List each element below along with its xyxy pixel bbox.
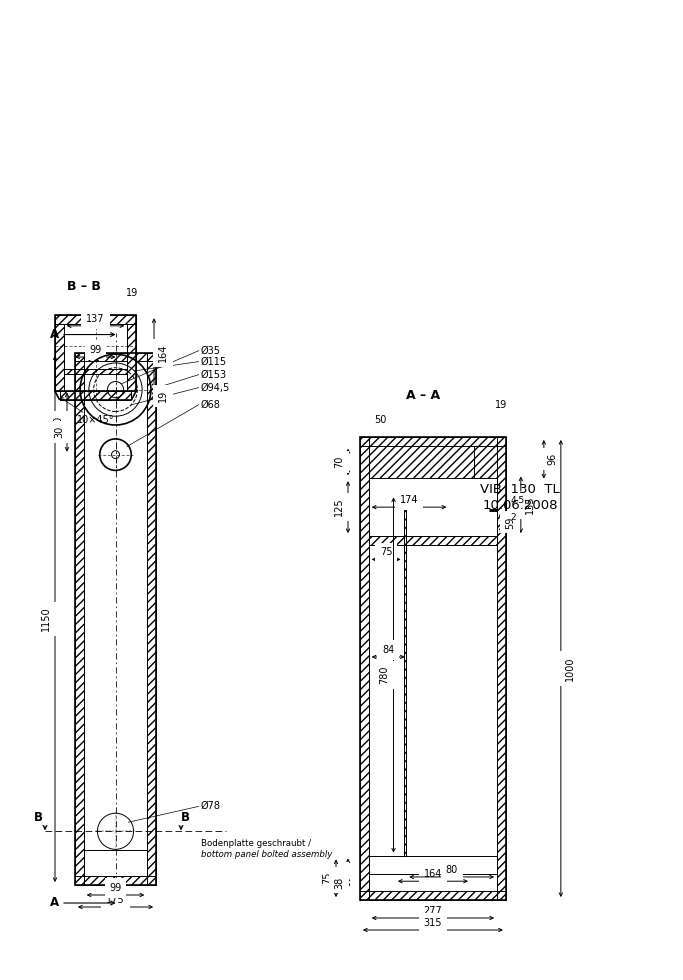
Text: 137: 137 xyxy=(86,314,104,323)
Bar xyxy=(360,437,369,900)
Bar xyxy=(497,437,506,900)
Text: 174: 174 xyxy=(400,495,418,505)
Text: 80: 80 xyxy=(445,865,458,875)
Text: Ø78: Ø78 xyxy=(201,802,221,811)
Text: Bodenplatte geschraubt /: Bodenplatte geschraubt / xyxy=(201,839,311,848)
Text: 30: 30 xyxy=(54,426,64,438)
Text: 125: 125 xyxy=(334,498,344,516)
Text: A: A xyxy=(50,328,59,341)
Text: VIB  130  TL: VIB 130 TL xyxy=(480,483,560,497)
Text: 277: 277 xyxy=(423,906,443,916)
Bar xyxy=(75,353,84,885)
Text: 70: 70 xyxy=(334,456,344,468)
Text: 2: 2 xyxy=(511,513,516,521)
Text: 75: 75 xyxy=(380,548,393,558)
Text: 175: 175 xyxy=(106,895,125,905)
Bar xyxy=(404,495,406,856)
Bar xyxy=(55,316,136,324)
Bar xyxy=(59,391,131,400)
Text: 99: 99 xyxy=(109,883,122,893)
Text: 19: 19 xyxy=(158,389,168,402)
Text: 135: 135 xyxy=(525,496,535,514)
Bar xyxy=(369,446,474,478)
Text: 75: 75 xyxy=(322,872,332,885)
Text: 77: 77 xyxy=(334,867,344,880)
Text: Ø153: Ø153 xyxy=(201,369,227,379)
Text: B: B xyxy=(34,810,43,824)
Bar xyxy=(474,446,497,478)
Bar xyxy=(360,891,506,900)
Text: bottom panel bolted assembly: bottom panel bolted assembly xyxy=(201,850,333,858)
Bar xyxy=(369,536,497,545)
Text: 40: 40 xyxy=(54,416,64,428)
Text: 19: 19 xyxy=(495,400,507,410)
Text: 96: 96 xyxy=(548,453,558,466)
Text: 19: 19 xyxy=(126,288,138,298)
Text: 99: 99 xyxy=(89,345,102,355)
Bar xyxy=(360,437,506,446)
Text: A – A: A – A xyxy=(406,389,440,402)
Text: Ø115: Ø115 xyxy=(201,357,227,367)
Bar xyxy=(360,437,506,900)
Bar xyxy=(75,353,156,362)
Text: 4,5: 4,5 xyxy=(511,496,525,505)
Text: 10×45°: 10×45° xyxy=(76,415,114,425)
Text: B – B: B – B xyxy=(66,280,100,293)
Bar xyxy=(75,876,156,885)
Text: 315: 315 xyxy=(423,918,442,928)
Text: 1000: 1000 xyxy=(565,657,575,681)
Bar xyxy=(404,495,406,856)
Bar xyxy=(75,353,156,885)
Text: 84: 84 xyxy=(382,645,394,655)
Text: 59: 59 xyxy=(505,516,515,528)
Text: 50: 50 xyxy=(374,415,387,425)
Text: Ø94,5: Ø94,5 xyxy=(201,382,230,393)
Text: 164: 164 xyxy=(423,869,442,879)
Bar xyxy=(148,353,156,885)
Bar xyxy=(127,316,136,391)
Bar xyxy=(55,316,64,391)
Text: B: B xyxy=(181,810,190,824)
Text: A: A xyxy=(50,897,59,909)
Text: Ø35: Ø35 xyxy=(201,346,221,356)
Bar xyxy=(64,324,127,391)
Text: 1150: 1150 xyxy=(41,607,51,631)
Text: 780: 780 xyxy=(380,665,389,684)
Text: Ø68: Ø68 xyxy=(201,400,221,410)
Text: 164: 164 xyxy=(158,344,168,363)
Bar xyxy=(55,316,136,391)
Bar xyxy=(64,369,127,374)
Text: 38: 38 xyxy=(334,876,344,889)
Text: 10.06.2008: 10.06.2008 xyxy=(482,500,558,513)
